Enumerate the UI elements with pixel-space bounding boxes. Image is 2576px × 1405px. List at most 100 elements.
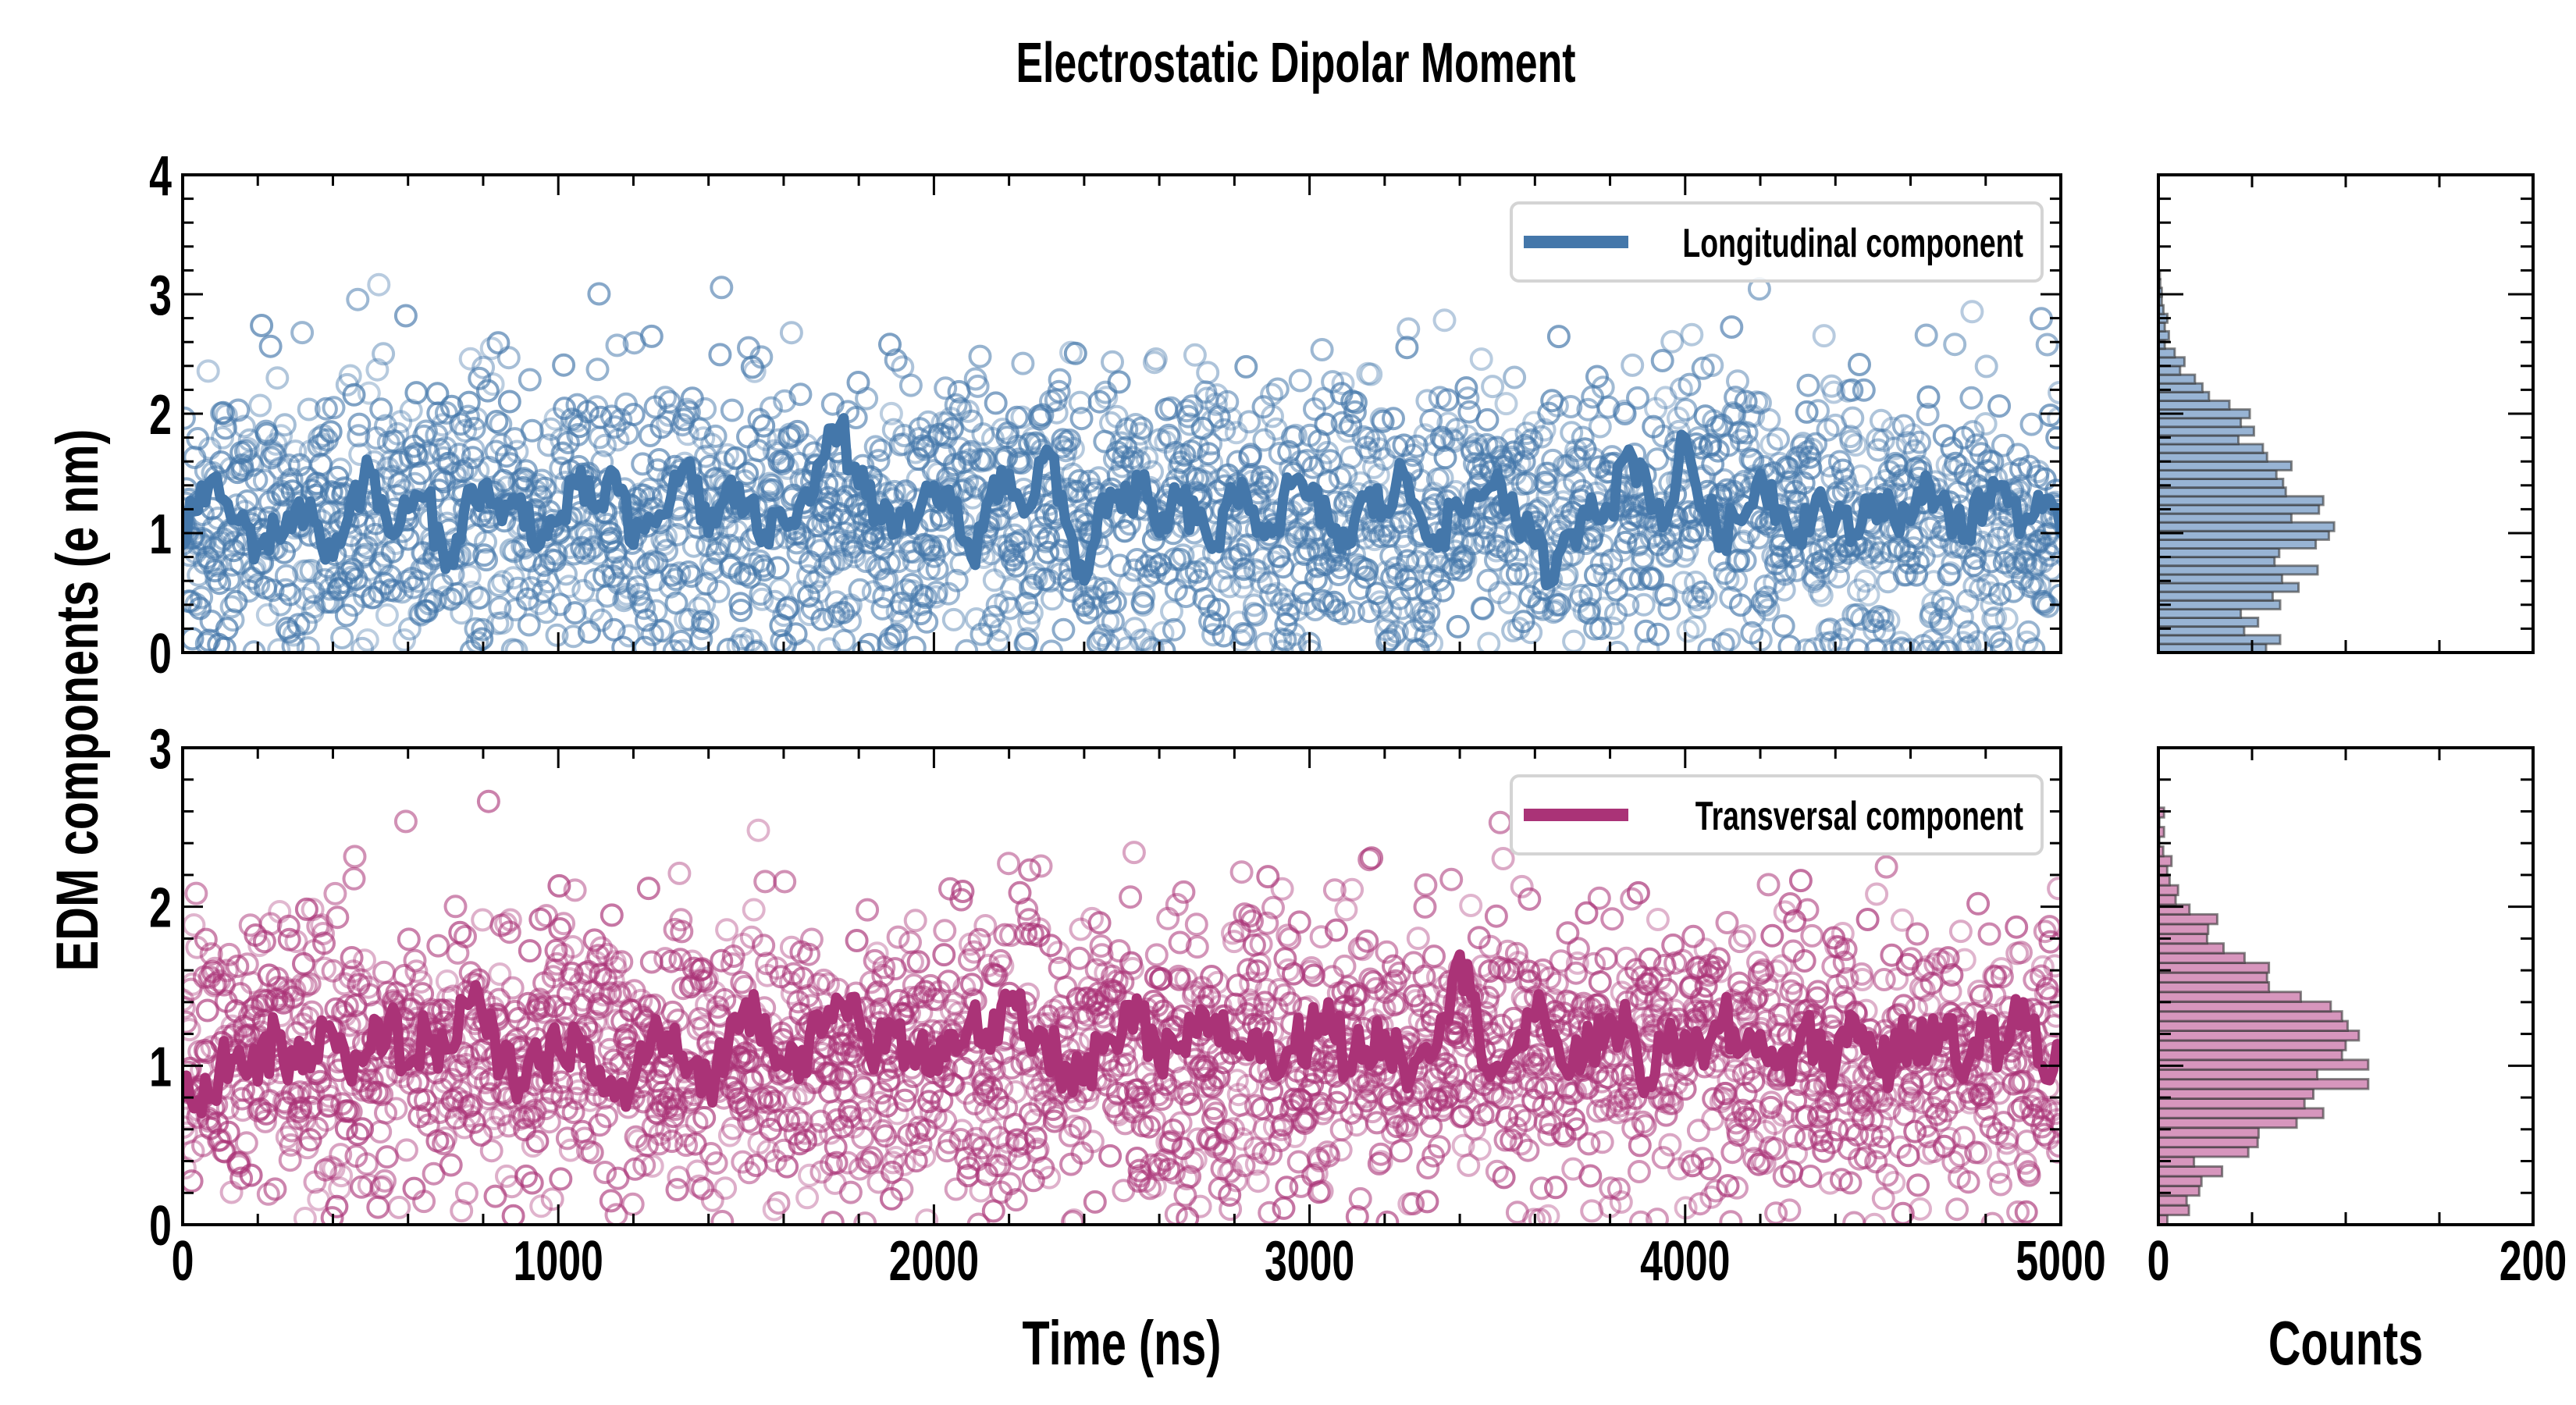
scatter-point	[1485, 1159, 1509, 1183]
scatter-point	[566, 423, 590, 446]
scatter-point	[1015, 897, 1039, 921]
scatter-point	[1688, 1192, 1712, 1216]
scatter-point	[1839, 429, 1863, 454]
scatter-point	[692, 1015, 716, 1039]
scatter-point	[1407, 1008, 1432, 1033]
scatter-point	[549, 456, 573, 480]
scatter-point	[1827, 565, 1850, 589]
scatter-point	[197, 436, 222, 461]
scatter-point	[664, 1094, 688, 1118]
scatter-point	[1690, 580, 1714, 604]
scatter-point	[1520, 428, 1544, 452]
scatter-point	[1610, 1063, 1635, 1087]
scatter-point	[1959, 386, 1984, 410]
scatter-point	[1031, 1156, 1055, 1180]
scatter-point	[1955, 589, 1980, 613]
scatter-point	[909, 1133, 933, 1157]
scatter-point	[959, 439, 983, 464]
scatter-point	[1108, 627, 1133, 651]
scatter-point	[365, 426, 389, 450]
scatter-point	[1800, 923, 1824, 948]
scatter-point	[563, 878, 587, 902]
scatter-point	[2008, 474, 2032, 498]
scatter-point	[818, 1121, 842, 1145]
scatter-point	[1299, 959, 1323, 984]
scatter-point	[1937, 1126, 1962, 1151]
scatter-point	[1799, 456, 1823, 480]
scatter-point	[1681, 924, 1706, 948]
scatter-point	[1646, 622, 1670, 646]
scatter-point	[1638, 565, 1663, 589]
scatter-point	[1168, 547, 1192, 571]
scatter-point	[1257, 571, 1281, 595]
scatter-point	[596, 942, 619, 966]
scatter-point	[265, 966, 290, 991]
scatter-point	[1267, 978, 1291, 1001]
scatter-point	[1932, 1134, 1956, 1158]
scatter-point	[1599, 1176, 1623, 1200]
scatter-point	[1188, 1194, 1212, 1218]
scatter-point	[700, 557, 724, 581]
scatter-point	[1606, 1177, 1631, 1201]
scatter-point	[1117, 572, 1141, 596]
scatter-point	[1283, 632, 1307, 653]
scatter-point	[1831, 922, 1855, 945]
scatter-point	[1794, 638, 1818, 653]
scatter-point	[1273, 628, 1297, 652]
y-tick-label: 3	[149, 265, 172, 327]
scatter-point	[183, 977, 203, 1001]
scatter-point	[1724, 386, 1748, 410]
scatter-point	[1451, 1133, 1475, 1158]
scatter-point	[1028, 1093, 1052, 1117]
scatter-point	[1727, 548, 1750, 572]
scatter-point	[557, 535, 582, 560]
scatter-point	[1277, 439, 1301, 464]
scatter-point	[915, 610, 939, 634]
scatter-point	[504, 638, 528, 653]
scatter-point	[1159, 1129, 1183, 1154]
scatter-point	[755, 951, 779, 976]
scatter-point	[585, 357, 610, 382]
scatter-point	[1270, 877, 1294, 901]
scatter-point	[1852, 378, 1876, 402]
scatter-point	[1212, 418, 1236, 442]
scatter-point	[1654, 583, 1678, 607]
scatter-point	[669, 908, 693, 932]
scatter-point	[1781, 971, 1805, 995]
scatter-point	[1866, 428, 1890, 451]
scatter-point	[1456, 386, 1480, 411]
scatter-point	[958, 948, 981, 972]
scatter-point	[1658, 1133, 1682, 1157]
scatter-point	[1106, 1103, 1130, 1126]
scatter-series	[183, 272, 2061, 653]
scatter-point	[1363, 1065, 1387, 1089]
scatter-point	[937, 969, 961, 994]
scatter-point	[1727, 930, 1752, 954]
scatter-point	[1735, 421, 1759, 445]
scatter-point	[432, 1132, 456, 1155]
scatter-point	[1331, 980, 1355, 1004]
scatter-point	[1994, 606, 2019, 631]
scatter-point	[1236, 533, 1260, 557]
scatter-point	[1811, 1139, 1835, 1163]
scatter-point	[706, 995, 730, 1019]
scatter-point	[1054, 975, 1078, 999]
scatter-point	[600, 903, 624, 927]
scatter-point	[651, 1080, 675, 1104]
scatter-point	[183, 1018, 201, 1042]
scatter-point	[1411, 544, 1435, 568]
scatter-point	[557, 574, 581, 599]
scatter-point	[1067, 946, 1091, 970]
scatter-point	[1324, 918, 1348, 942]
scatter-point	[799, 927, 824, 951]
scatter-point	[466, 1065, 490, 1090]
scatter-point	[750, 1090, 774, 1114]
scatter-point	[354, 1152, 379, 1176]
scatter-point	[1743, 1099, 1767, 1122]
scatter-point	[1505, 562, 1529, 586]
scatter-point	[1107, 939, 1131, 963]
scatter-point	[1012, 541, 1037, 565]
scatter-point	[1069, 407, 1094, 431]
scatter-point	[697, 454, 721, 478]
scatter-point	[1549, 949, 1573, 973]
